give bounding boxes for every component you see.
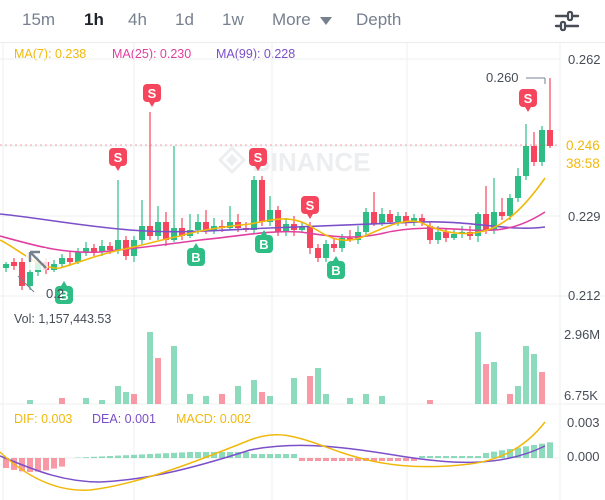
svg-text:B: B [59, 288, 68, 303]
sliders-icon[interactable] [552, 8, 582, 34]
tab-15m[interactable]: 15m [22, 10, 56, 29]
sell-marker[interactable]: S [249, 148, 267, 171]
sell-marker[interactable]: S [143, 84, 161, 107]
last-price-label: 0.246 [566, 138, 600, 153]
caret-down-icon [320, 16, 333, 25]
tab-1w[interactable]: 1w [222, 10, 244, 29]
trade-markers: S S S S S B B B B [55, 84, 537, 304]
candlestick-chart[interactable]: BINANCE S S S S S B B B B [0, 42, 605, 500]
ma7-value: MA(7): 0.238 [14, 47, 87, 61]
scroll-to-start-icon[interactable] [26, 248, 48, 270]
svg-text:S: S [148, 86, 157, 101]
sell-marker[interactable]: S [519, 89, 537, 112]
more-intervals-button[interactable]: More [272, 10, 333, 30]
sell-marker[interactable]: S [109, 148, 127, 171]
moving-averages [0, 177, 546, 269]
sell-marker[interactable]: S [301, 196, 319, 219]
dea-value: DEA: 0.001 [92, 412, 156, 426]
tab-1d[interactable]: 1d [175, 10, 194, 29]
svg-text:S: S [114, 150, 123, 165]
macd-value: MACD: 0.002 [176, 412, 252, 426]
svg-text:S: S [306, 198, 315, 213]
low-marker-value: 0.2 [46, 286, 65, 301]
buy-marker[interactable]: B [187, 243, 205, 266]
high-marker-value: 0.260 [486, 70, 519, 85]
price-axis-mid: 0.229 [568, 209, 601, 224]
macd-axis-mid: 0.000 [567, 449, 600, 464]
watermark: BINANCE [217, 145, 370, 177]
dif-value: DIF: 0.003 [14, 412, 73, 426]
volume-axis-top: 2.96M [564, 327, 601, 342]
tab-1h[interactable]: 1h [84, 10, 104, 29]
volume-bars [27, 332, 545, 404]
svg-text:B: B [191, 250, 200, 265]
svg-text:S: S [254, 150, 263, 165]
interval-tab-bar: 15m 1h 4h 1d 1w More Depth [0, 0, 605, 43]
volume-label: Vol: 1,157,443.53 [14, 312, 112, 326]
price-axis-bottom: 0.212 [568, 288, 601, 303]
ma99-value: MA(99): 0.228 [216, 47, 296, 61]
candles-layer [3, 78, 553, 290]
buy-marker[interactable]: B [255, 230, 273, 253]
ma99-line [0, 213, 546, 233]
low-price-marker [17, 275, 35, 293]
dea-line [0, 444, 546, 483]
candle-countdown: 38:58 [566, 156, 600, 171]
svg-text:S: S [524, 91, 533, 106]
more-label: More [272, 10, 311, 29]
high-price-marker [526, 77, 546, 84]
watermark-text: BINANCE [252, 147, 370, 177]
dif-line [0, 421, 546, 491]
svg-text:B: B [331, 263, 340, 278]
macd-axis-top: 0.003 [567, 415, 600, 430]
price-axis-top: 0.262 [568, 52, 601, 67]
chart-grid [0, 42, 605, 500]
volume-axis-bottom: 6.75K [564, 388, 598, 403]
svg-text:B: B [259, 237, 268, 252]
tab-depth[interactable]: Depth [356, 10, 402, 29]
buy-marker[interactable]: B [327, 256, 345, 279]
ma25-line [0, 211, 546, 254]
ma25-value: MA(25): 0.230 [112, 47, 192, 61]
ma7-line [0, 177, 546, 269]
buy-marker[interactable]: B [55, 281, 73, 304]
macd-lines [0, 421, 546, 491]
tab-4h[interactable]: 4h [128, 10, 147, 29]
